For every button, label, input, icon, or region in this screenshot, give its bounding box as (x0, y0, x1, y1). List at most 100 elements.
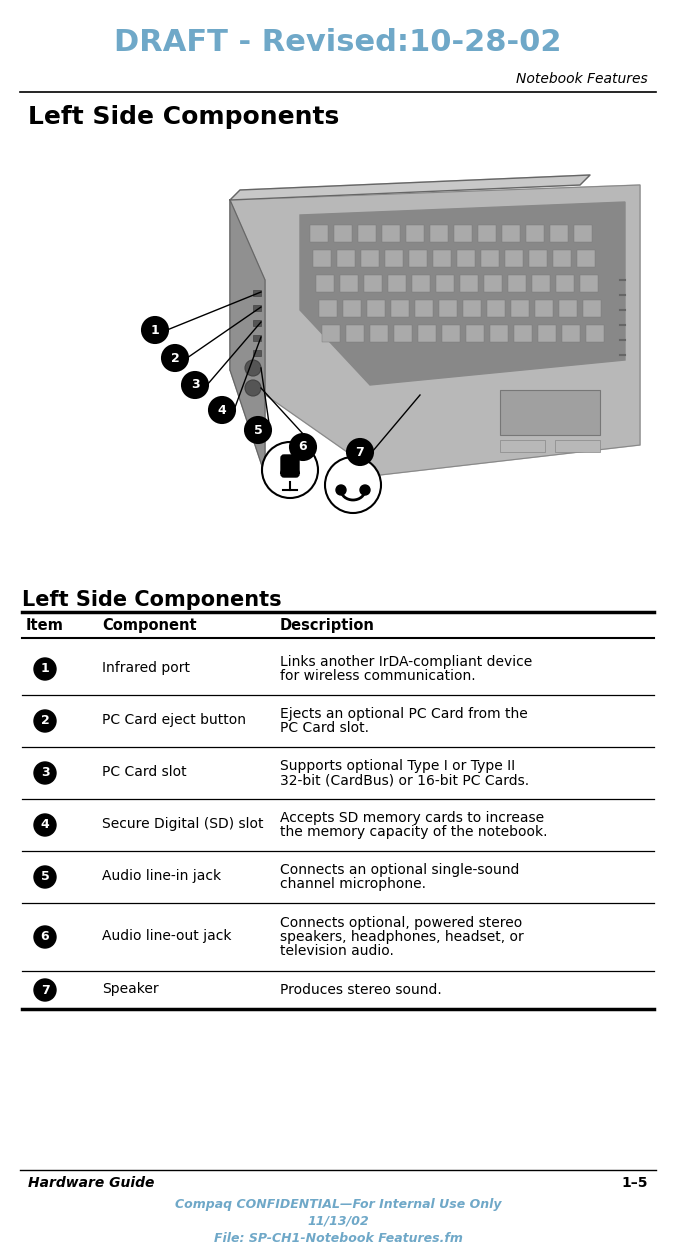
Text: 32-bit (CardBus) or 16-bit PC Cards.: 32-bit (CardBus) or 16-bit PC Cards. (280, 773, 529, 787)
Text: 2: 2 (170, 351, 179, 365)
Bar (430, 225, 448, 242)
Bar (514, 325, 532, 342)
Text: Infrared port: Infrared port (102, 661, 190, 675)
Bar (313, 250, 331, 266)
Circle shape (360, 486, 370, 496)
Bar (529, 250, 547, 266)
Polygon shape (230, 176, 590, 200)
Bar (319, 300, 337, 317)
Text: Links another IrDA-compliant device: Links another IrDA-compliant device (280, 655, 532, 669)
Text: 3: 3 (191, 378, 199, 391)
Bar (253, 290, 261, 296)
Circle shape (325, 457, 381, 513)
Text: 5: 5 (254, 423, 262, 437)
Text: Component: Component (102, 618, 197, 632)
Bar (415, 300, 433, 317)
Text: 7: 7 (41, 984, 49, 996)
Bar (436, 275, 454, 293)
Bar (574, 225, 592, 242)
Bar (388, 275, 406, 293)
Circle shape (209, 397, 235, 423)
Circle shape (245, 417, 271, 443)
Text: 3: 3 (41, 767, 49, 779)
Circle shape (142, 317, 168, 344)
Text: Accepts SD memory cards to increase: Accepts SD memory cards to increase (280, 810, 544, 825)
Bar (361, 250, 379, 266)
Circle shape (182, 372, 208, 398)
Text: Connects optional, powered stereo: Connects optional, powered stereo (280, 916, 523, 930)
Polygon shape (230, 200, 265, 476)
Bar (505, 250, 523, 266)
Text: Ejects an optional PC Card from the: Ejects an optional PC Card from the (280, 707, 528, 721)
Text: Supports optional Type I or Type II: Supports optional Type I or Type II (280, 759, 515, 773)
Bar (385, 250, 403, 266)
Text: channel microphone.: channel microphone. (280, 876, 426, 891)
Circle shape (245, 360, 261, 376)
Bar (322, 325, 340, 342)
Bar (553, 250, 571, 266)
Text: 2: 2 (41, 715, 49, 727)
Bar (502, 225, 520, 242)
Bar (487, 300, 505, 317)
Bar (439, 300, 457, 317)
Text: Left Side Components: Left Side Components (28, 105, 339, 129)
Bar (382, 225, 400, 242)
Text: 4: 4 (41, 818, 49, 832)
Bar (409, 250, 427, 266)
Bar (433, 250, 451, 266)
Bar (316, 275, 334, 293)
Circle shape (162, 345, 188, 371)
Bar (391, 300, 409, 317)
Bar (20, 154, 656, 570)
Polygon shape (300, 202, 625, 385)
Text: File: SP-CH1-Notebook Features.fm: File: SP-CH1-Notebook Features.fm (214, 1233, 462, 1245)
FancyBboxPatch shape (281, 454, 299, 477)
Circle shape (262, 442, 318, 498)
Circle shape (34, 762, 56, 784)
Bar (508, 275, 526, 293)
Text: for wireless communication.: for wireless communication. (280, 669, 476, 684)
Bar (412, 275, 430, 293)
Bar (555, 439, 600, 452)
Text: 6: 6 (299, 441, 308, 453)
Circle shape (34, 926, 56, 947)
Text: PC Card slot: PC Card slot (102, 764, 187, 779)
Text: 11/13/02: 11/13/02 (307, 1215, 369, 1228)
Bar (466, 325, 484, 342)
Bar (253, 305, 261, 311)
Bar (478, 225, 496, 242)
Text: speakers, headphones, headset, or: speakers, headphones, headset, or (280, 930, 524, 944)
Bar (481, 250, 499, 266)
Bar (490, 325, 508, 342)
Bar (460, 275, 478, 293)
Bar (442, 325, 460, 342)
Circle shape (34, 867, 56, 888)
Bar (454, 225, 472, 242)
Circle shape (34, 814, 56, 835)
Bar (340, 275, 358, 293)
Circle shape (245, 380, 261, 396)
Text: Audio line-out jack: Audio line-out jack (102, 929, 231, 942)
Bar (526, 225, 544, 242)
Circle shape (347, 439, 373, 464)
Text: television audio.: television audio. (280, 944, 394, 957)
Circle shape (336, 486, 346, 496)
Bar (310, 225, 328, 242)
Text: Audio line-in jack: Audio line-in jack (102, 869, 221, 883)
Text: the memory capacity of the notebook.: the memory capacity of the notebook. (280, 825, 548, 839)
Text: PC Card eject button: PC Card eject button (102, 713, 246, 727)
Bar (511, 300, 529, 317)
Bar (535, 300, 553, 317)
Text: 7: 7 (356, 446, 364, 458)
Bar (406, 225, 424, 242)
Bar (500, 439, 545, 452)
Bar (334, 225, 352, 242)
Bar (463, 300, 481, 317)
Bar (253, 350, 261, 356)
Bar (532, 275, 550, 293)
Text: PC Card slot.: PC Card slot. (280, 721, 369, 735)
Text: Produces stereo sound.: Produces stereo sound. (280, 984, 441, 997)
Text: Compaq CONFIDENTIAL—For Internal Use Only: Compaq CONFIDENTIAL—For Internal Use Onl… (175, 1198, 501, 1211)
Circle shape (290, 435, 316, 459)
Text: 5: 5 (41, 870, 49, 884)
